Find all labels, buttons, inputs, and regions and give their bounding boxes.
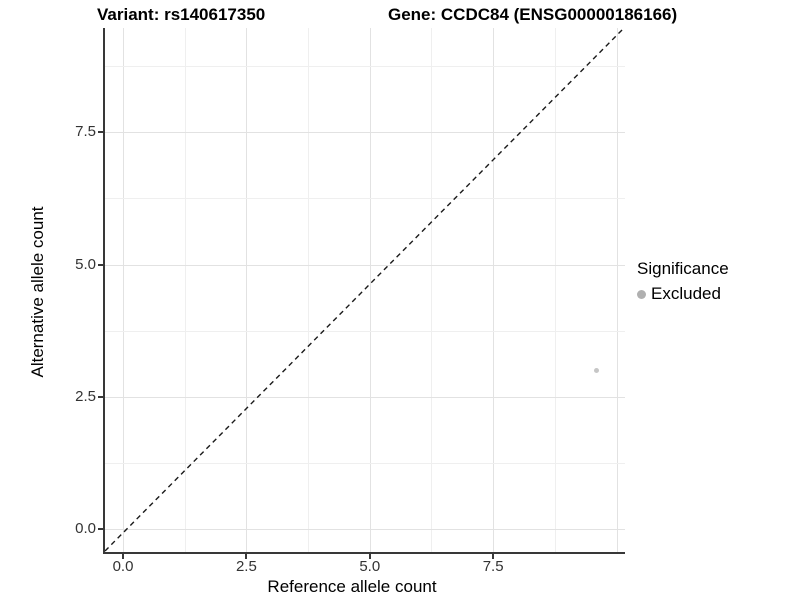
gridline-horizontal-minor <box>105 66 625 68</box>
gridline-horizontal-minor <box>105 462 625 464</box>
gridline-horizontal-minor <box>105 330 625 332</box>
y-tick-label: 5.0 <box>75 255 96 273</box>
x-axis-title: Reference allele count <box>267 577 437 596</box>
gridline-horizontal-major <box>105 264 625 266</box>
gridline-vertical-minor <box>308 28 310 552</box>
gridline-vertical-minor <box>554 28 556 552</box>
x-tick-mark <box>368 554 371 559</box>
gridline-vertical-major <box>246 28 248 552</box>
y-tick-label: 0.0 <box>75 520 96 537</box>
x-tick-label: 7.5 <box>482 558 504 575</box>
legend-marker-dot <box>637 289 646 299</box>
x-tick-mark <box>245 554 248 559</box>
y-tick-mark <box>98 263 103 266</box>
y-tick-label: 2.5 <box>75 387 96 405</box>
legend-item-label: Excluded <box>651 284 721 303</box>
gridline-horizontal-major <box>105 529 625 530</box>
x-tick-label: 0.0 <box>112 558 134 575</box>
y-tick-label: 7.5 <box>75 123 96 141</box>
data-point <box>594 367 600 373</box>
gridline-horizontal-minor <box>105 198 625 200</box>
gridline-vertical-minor <box>184 28 186 552</box>
y-axis-title: Alternative allele count <box>28 206 47 378</box>
y-tick-mark <box>98 528 103 530</box>
gridline-horizontal-major <box>105 132 625 134</box>
x-tick-label: 5.0 <box>359 558 381 575</box>
plot-panel <box>103 28 625 554</box>
gridline-vertical-major <box>616 28 618 552</box>
y-tick-mark <box>98 395 103 398</box>
gridline-vertical-minor <box>431 28 433 552</box>
legend-title: Significance <box>637 259 729 278</box>
x-tick-label: 2.5 <box>235 558 257 575</box>
gridline-vertical-major <box>493 28 495 552</box>
legend: Significance Excluded <box>637 258 729 304</box>
x-tick-mark <box>122 554 124 559</box>
gridline-vertical-major <box>123 28 124 552</box>
plot-title-variant: Variant: rs140617350 <box>97 5 266 24</box>
gridline-vertical-major <box>369 28 371 552</box>
gridline-horizontal-major <box>105 396 625 398</box>
y-tick-mark <box>98 131 103 134</box>
legend-item-excluded: Excluded <box>637 284 729 304</box>
x-tick-mark <box>492 554 495 559</box>
identity-reference-line <box>105 28 625 552</box>
plot-title-gene: Gene: CCDC84 (ENSG00000186166) <box>388 5 678 24</box>
